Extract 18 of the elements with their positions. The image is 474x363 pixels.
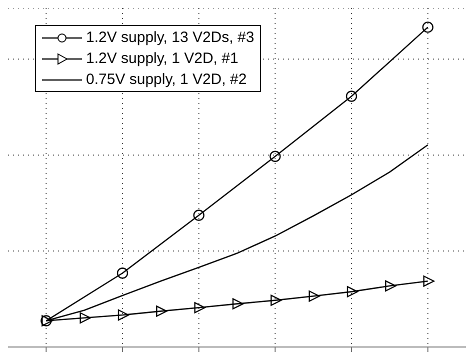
legend-label: 1.2V supply, 1 V2D, #1 [86, 49, 238, 69]
point [194, 302, 206, 314]
legend-label: 1.2V supply, 13 V2Ds, #3 [86, 28, 254, 48]
point [232, 298, 244, 310]
point [80, 312, 91, 324]
point [346, 286, 358, 298]
point [118, 309, 130, 321]
point [156, 306, 168, 317]
point [308, 290, 320, 302]
point [422, 22, 434, 33]
point [270, 294, 282, 306]
point [423, 276, 434, 287]
legend-label: 0.75V supply, 1 V2D, #2 [86, 70, 247, 90]
point [346, 90, 358, 102]
point [193, 210, 204, 221]
point [385, 280, 396, 292]
point [270, 150, 281, 162]
point [116, 268, 128, 279]
